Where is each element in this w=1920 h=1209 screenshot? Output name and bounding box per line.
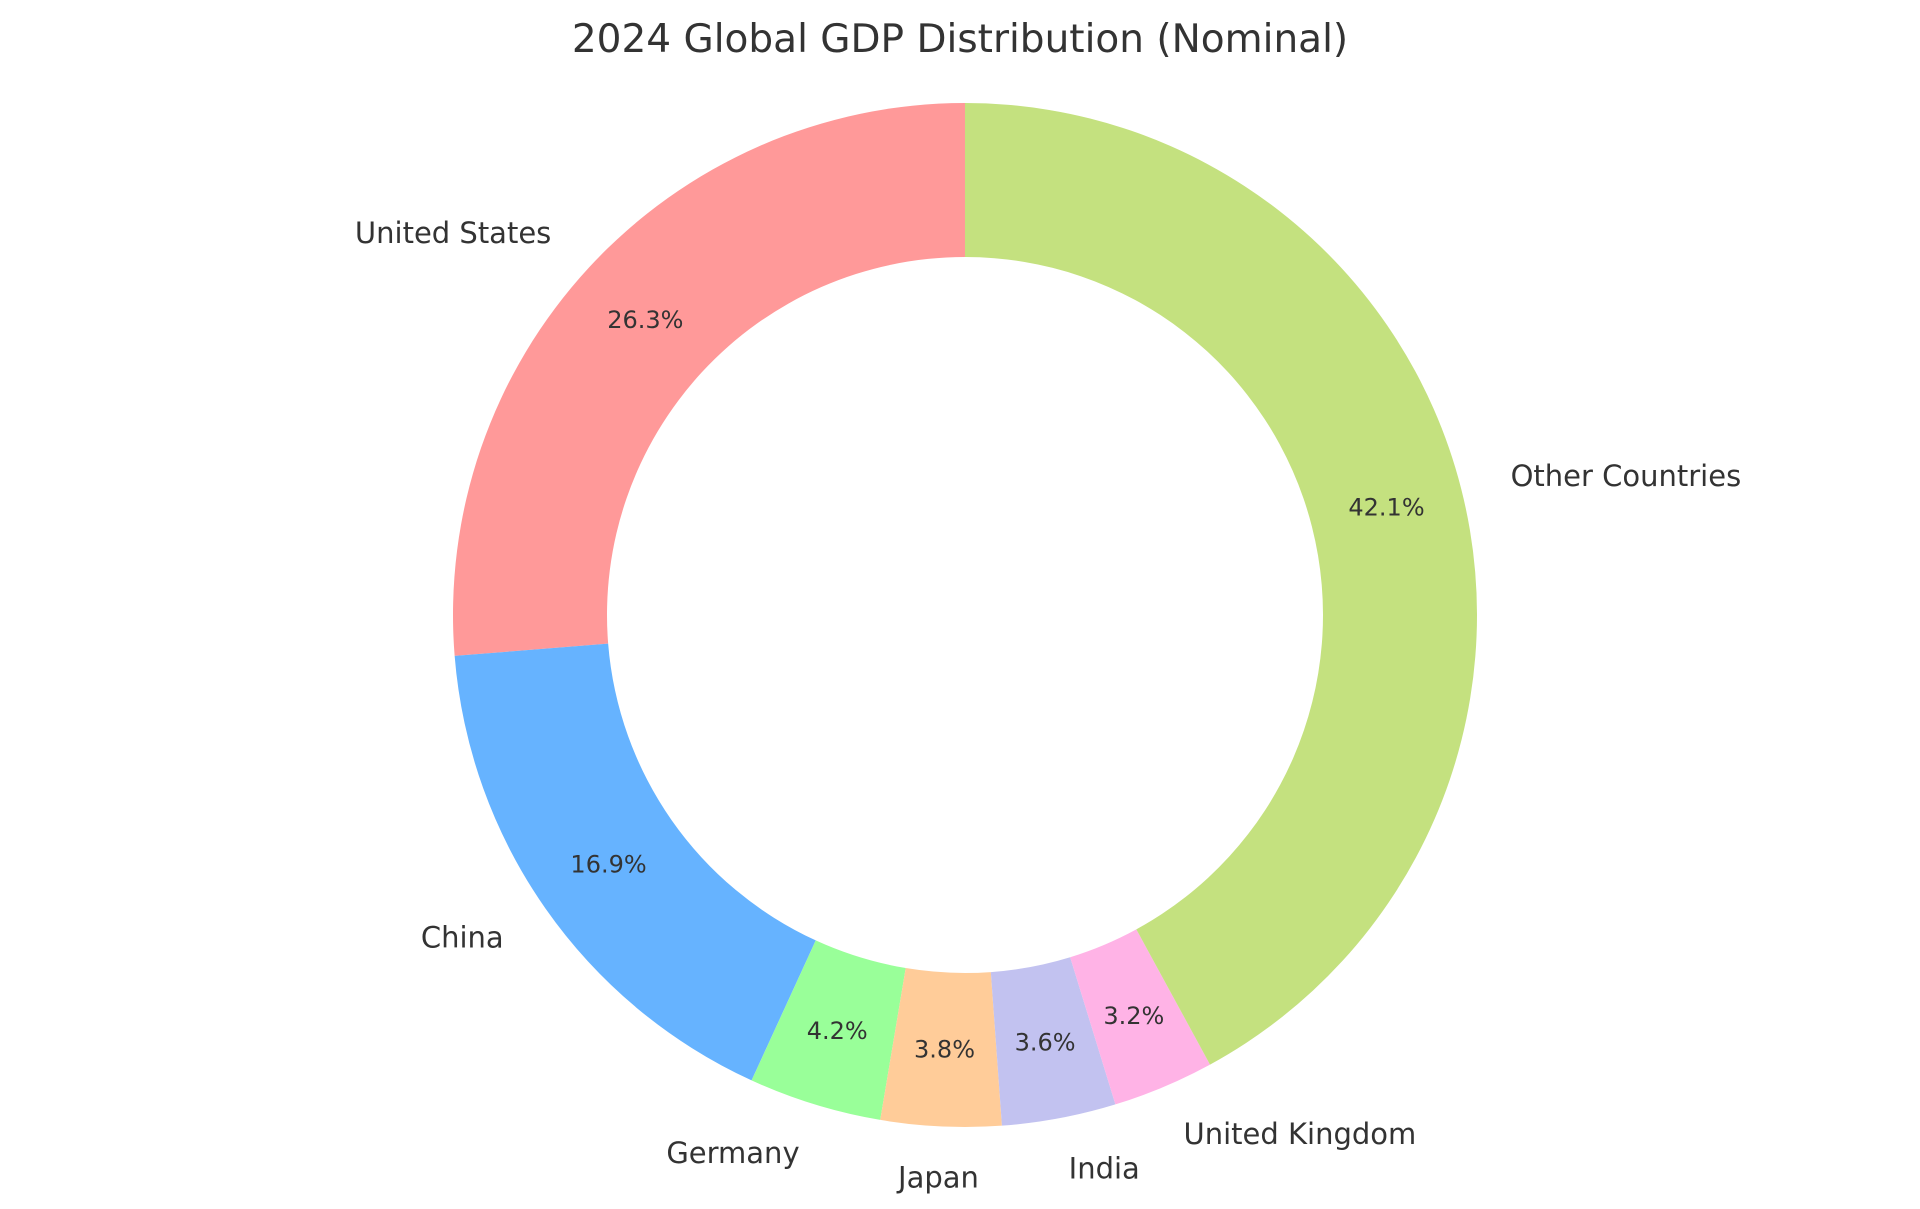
pct-label-united-kingdom: 3.2% (1103, 1002, 1164, 1030)
slice-united-kingdom (1070, 929, 1211, 1105)
category-label-united-states: United States (355, 216, 551, 250)
chart-title: 2024 Global GDP Distribution (Nominal) (572, 17, 1348, 62)
slice-india (990, 957, 1116, 1126)
pct-label-united-states: 26.3% (607, 306, 683, 334)
pct-label-japan: 3.8% (914, 1036, 975, 1064)
pct-label-other-countries: 42.1% (1348, 494, 1424, 522)
slices-group (452, 103, 1478, 1127)
slice-germany (751, 940, 906, 1120)
category-label-japan: Japan (896, 1160, 979, 1194)
slice-japan (880, 968, 1002, 1127)
pct-label-china: 16.9% (570, 850, 646, 878)
category-label-germany: Germany (666, 1136, 799, 1170)
pct-label-germany: 4.2% (807, 1017, 868, 1045)
slice-china (454, 643, 816, 1081)
slice-other-countries (965, 103, 1478, 1065)
category-label-united-kingdom: United Kingdom (1184, 1117, 1417, 1151)
category-label-other-countries: Other Countries (1511, 459, 1742, 493)
labels-group: 26.3% United States 16.9% China 4.2% Germany 3… (355, 216, 1741, 1194)
category-label-india: India (1069, 1151, 1140, 1185)
category-label-china: China (421, 921, 504, 955)
pct-label-india: 3.6% (1015, 1029, 1076, 1057)
slice-united-states (452, 103, 965, 656)
